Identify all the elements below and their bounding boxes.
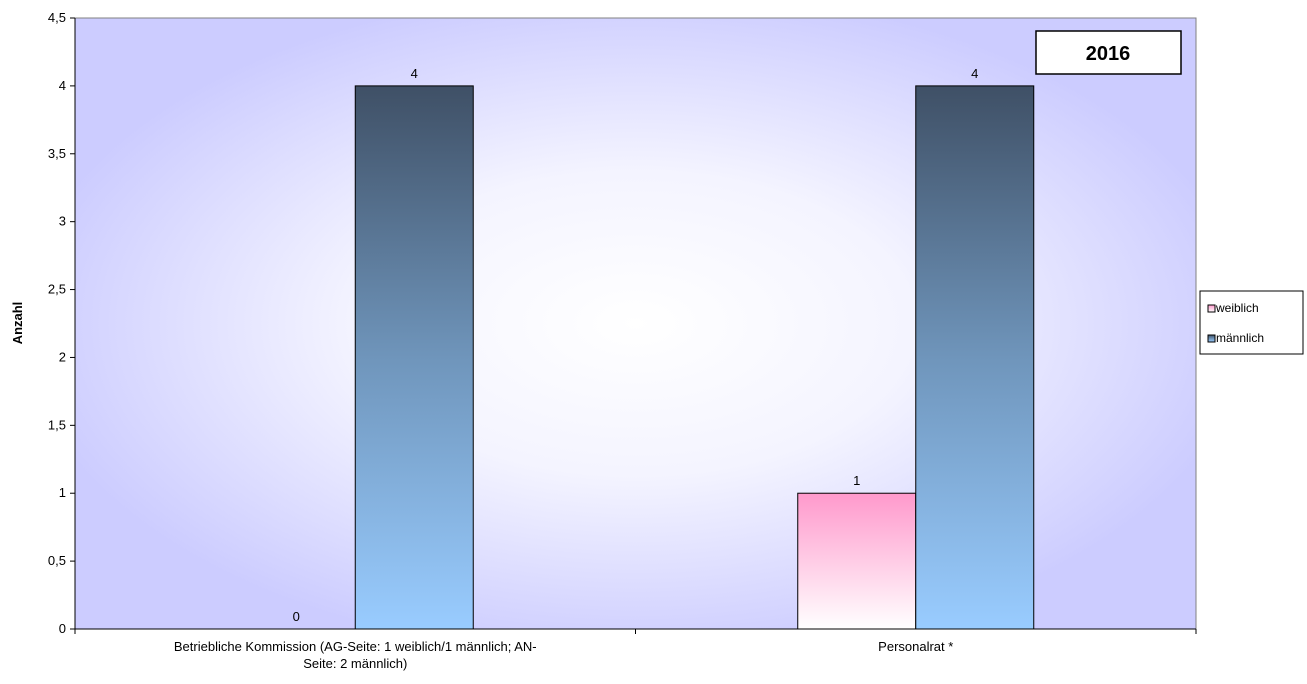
data-label: 4 — [411, 66, 418, 81]
category-label: Personalrat * — [878, 639, 953, 654]
y-tick-label: 3 — [59, 214, 66, 229]
y-tick-label: 4,5 — [48, 10, 66, 25]
legend: weiblich männlich — [1199, 290, 1304, 355]
y-axis-ticks: 0 0,5 1 1,5 2 2,5 3 3,5 4 4,5 — [48, 10, 75, 636]
year-box: 2016 — [1035, 30, 1182, 75]
data-labels: 0 4 1 4 — [293, 66, 979, 624]
data-label: 1 — [853, 473, 860, 488]
category-label: Betriebliche Kommission (AG-Seite: 1 wei… — [174, 639, 537, 671]
data-label: 4 — [971, 66, 978, 81]
legend-item-weiblich: weiblich — [1207, 301, 1259, 315]
bar-maennlich — [354, 85, 474, 630]
y-tick-label: 0,5 — [48, 553, 66, 568]
legend-swatch-weiblich — [1207, 304, 1216, 313]
legend-label-maennlich: männlich — [1216, 331, 1264, 345]
y-tick-label: 0 — [59, 621, 66, 636]
data-label: 0 — [293, 609, 300, 624]
y-tick-label: 4 — [59, 78, 66, 93]
y-tick-label: 3,5 — [48, 146, 66, 161]
chart-title: 2016 — [1086, 43, 1131, 65]
y-tick-label: 2 — [59, 349, 66, 364]
x-axis-ticks — [74, 629, 1197, 634]
category-labels: Betriebliche Kommission (AG-Seite: 1 wei… — [174, 639, 953, 671]
bar-weiblich — [797, 492, 917, 630]
legend-swatch-maennlich — [1207, 334, 1216, 343]
y-axis-title: Anzahl — [10, 302, 25, 345]
legend-item-maennlich: männlich — [1207, 331, 1264, 345]
bar-maennlich — [915, 85, 1035, 630]
bars — [354, 85, 1035, 630]
y-tick-label: 1 — [59, 485, 66, 500]
legend-label-weiblich: weiblich — [1215, 301, 1259, 315]
y-tick-label: 1,5 — [48, 417, 66, 432]
y-tick-label: 2,5 — [48, 282, 66, 297]
